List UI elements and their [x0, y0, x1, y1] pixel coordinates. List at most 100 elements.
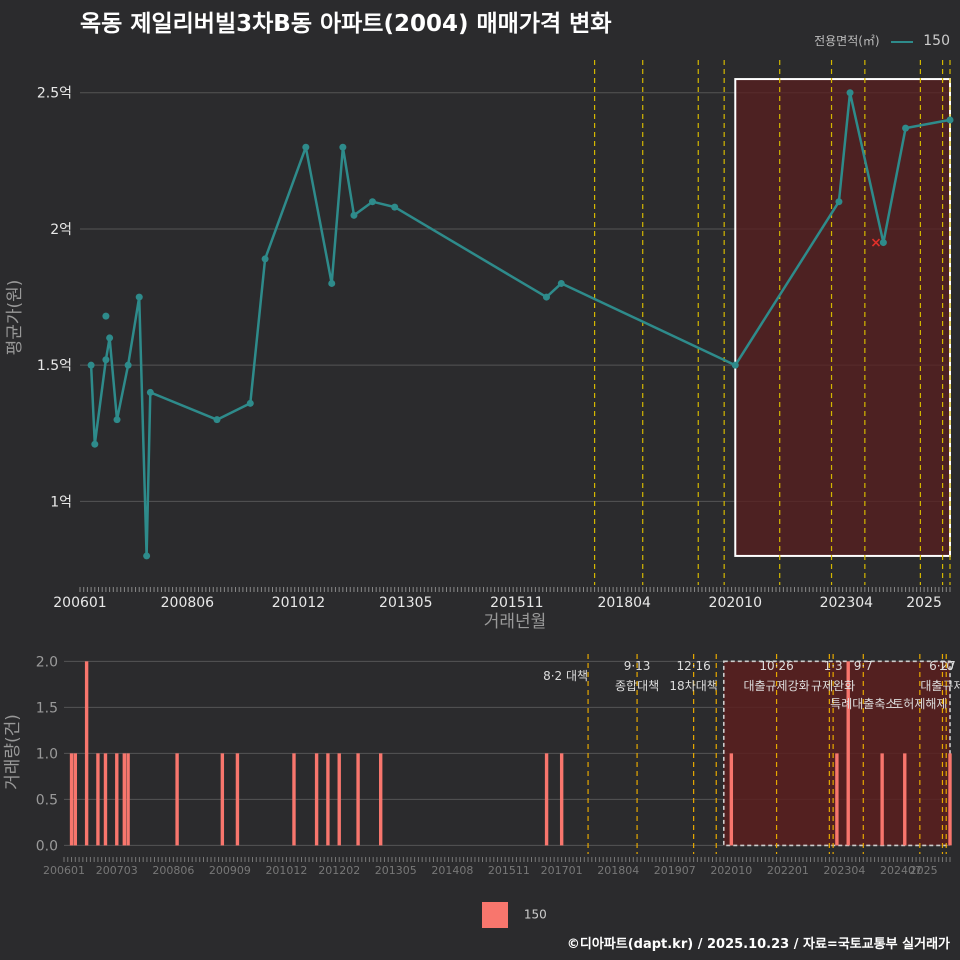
volume-x-tick-label: 2025: [910, 864, 938, 877]
volume-bar: [69, 753, 74, 846]
volume-y-tick-label: 0.5: [36, 792, 58, 808]
policy-date: 10: [939, 659, 954, 673]
legend-bar-label: 150: [523, 907, 547, 922]
legend-line-key: [891, 40, 914, 43]
chart-title: 옥동 제일리버빌3차B동 아파트(2004) 매매가격 변화: [80, 11, 612, 37]
volume-x-tick-label: 202201: [767, 864, 809, 877]
price-point: [350, 211, 358, 219]
price-point: [146, 388, 154, 396]
price-point: [339, 143, 347, 151]
price-point: [328, 279, 336, 287]
price-point: [557, 279, 565, 287]
volume-x-tick-label: 201907: [654, 864, 696, 877]
volume-bar: [292, 753, 296, 846]
policy-label: 대출규제: [920, 679, 960, 693]
price-point: [91, 440, 99, 448]
volume-bar: [337, 753, 341, 846]
policy-label: 18차대책: [669, 678, 717, 693]
volume-y-axis-label: 거래량(건): [3, 714, 23, 790]
price-point: [246, 399, 254, 407]
policy-date: 9·13: [624, 659, 651, 673]
volume-bar: [84, 661, 89, 846]
policy-label: 8·2 대책: [543, 668, 588, 683]
price-point: [213, 416, 221, 424]
volume-x-tick-label: 200909: [209, 864, 251, 877]
price-point: [391, 203, 399, 211]
volume-y-tick-label: 0.0: [36, 838, 58, 854]
volume-bar: [356, 753, 360, 846]
policy-date: 12·16: [676, 659, 710, 673]
volume-bar: [122, 753, 127, 846]
price-point: [135, 293, 143, 301]
footer-credit: ©디아파트(dapt.kr) / 2025.10.23 / 자료=국토교통부 실…: [566, 937, 950, 952]
price-x-tick-label: 202304: [820, 595, 874, 611]
volume-x-tick-label: 200601: [43, 864, 85, 877]
volume-bar: [96, 753, 100, 846]
price-y-tick-label: 1.5억: [37, 358, 72, 374]
volume-bar: [846, 661, 850, 846]
price-y-axis-label: 평균가(원): [5, 280, 25, 356]
volume-bar: [544, 753, 549, 846]
price-y-tick-label: 2억: [50, 222, 72, 238]
volume-x-tick-label: 200703: [96, 864, 138, 877]
volume-x-tick-label: 201408: [431, 864, 473, 877]
price-x-tick-label: 200601: [53, 595, 106, 611]
volume-bar: [115, 753, 119, 846]
price-cross-marker: [871, 238, 881, 247]
volume-y-tick-label: 1.0: [36, 746, 58, 762]
price-point: [902, 124, 910, 132]
price-x-axis-label: 거래년월: [484, 612, 547, 632]
price-point: [261, 255, 269, 263]
price-x-tick-label: 202010: [709, 595, 762, 611]
volume-bar-chart: 0.0 0.5 1.0 1.5 2.0 8·2 대책 9·13 종합대책 12·16 18차대책 1…: [3, 654, 960, 877]
price-x-tick-label: 2025: [906, 595, 942, 611]
volume-x-tick-label: 202407: [880, 864, 922, 877]
volume-bar: [379, 753, 383, 846]
volume-bar: [729, 753, 734, 846]
price-point: [731, 361, 739, 369]
price-point: [102, 312, 110, 320]
volume-x-tick-label: 201701: [541, 864, 583, 877]
volume-bar: [175, 753, 179, 846]
policy-date: 1·3: [824, 659, 843, 673]
volume-x-tick-label: 202010: [710, 864, 752, 877]
price-y-tick-label: 1억: [50, 494, 72, 510]
price-point: [102, 356, 110, 364]
price-point: [946, 116, 954, 124]
policy-label: 토허제해제: [892, 697, 947, 711]
price-point: [368, 198, 376, 206]
volume-x-tick-label: 201804: [597, 864, 639, 877]
price-point: [879, 239, 887, 247]
volume-x-tick-label: 202304: [823, 864, 865, 877]
policy-date: 9·7: [854, 659, 873, 673]
price-point: [87, 361, 95, 369]
price-point: [143, 552, 151, 560]
price-series-line: [89, 91, 951, 558]
volume-x-tick-label: 201511: [488, 864, 530, 877]
legend-top: 전용면적(㎡) 150: [814, 32, 950, 49]
volume-bar: [948, 753, 952, 846]
price-highlight-box: [734, 78, 952, 557]
price-line-chart: 1억 1.5억 2억 2.5억 200601 200806 201012 201305 2015…: [5, 60, 954, 632]
price-x-tick-label: 201305: [379, 595, 432, 611]
price-point: [542, 293, 550, 301]
price-point: [302, 143, 310, 151]
price-point: [113, 416, 121, 424]
volume-bar: [559, 753, 564, 846]
policy-label: 규제완화: [811, 679, 855, 693]
volume-bar: [73, 753, 78, 846]
price-point: [106, 334, 114, 342]
policy-date: 10·26: [759, 659, 793, 673]
price-x-tick-label: 200806: [161, 595, 215, 611]
price-point: [846, 89, 854, 97]
policy-label: 특례대출축소: [830, 697, 896, 711]
volume-x-tick-label: 201305: [375, 864, 417, 877]
legend-title: 전용면적(㎡): [814, 34, 880, 48]
price-x-tick-label: 201012: [272, 595, 325, 611]
legend-series-label: 150: [923, 33, 950, 49]
volume-bar: [314, 753, 319, 846]
legend-bar-swatch: [482, 902, 508, 928]
volume-x-tick-label: 200806: [152, 864, 194, 877]
volume-y-tick-label: 1.5: [36, 700, 58, 716]
